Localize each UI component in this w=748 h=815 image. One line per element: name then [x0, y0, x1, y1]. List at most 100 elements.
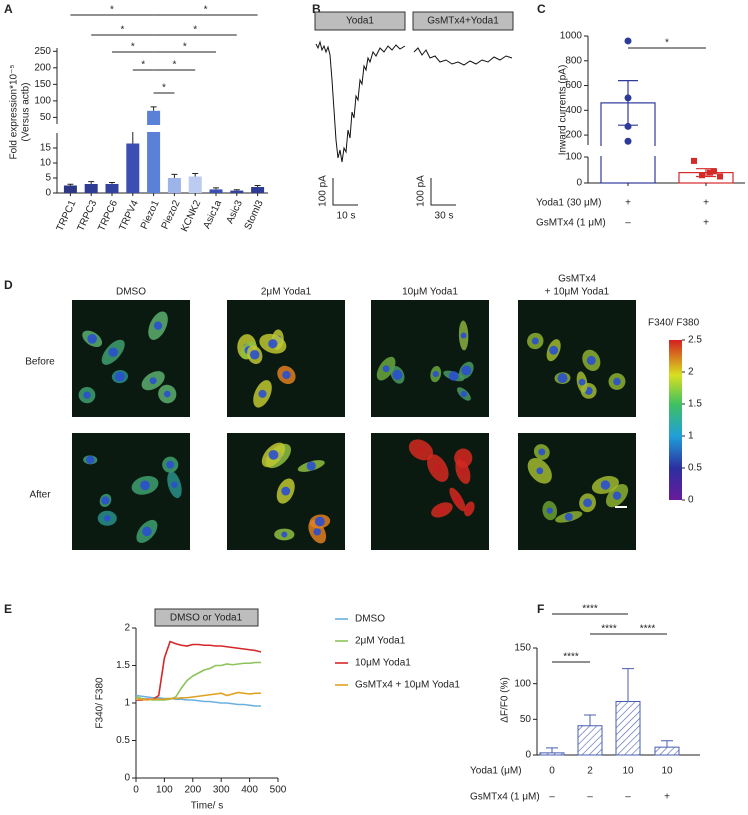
colorbar-tick-label: 0	[688, 495, 694, 506]
error-bar	[622, 668, 634, 702]
nucleus	[314, 516, 325, 527]
colorbar	[669, 340, 682, 500]
panel-letter: E	[4, 602, 12, 616]
y-tick-label: 400	[565, 105, 582, 116]
x-tick-label: 100	[156, 785, 173, 796]
panel-letter: B	[312, 2, 321, 16]
significance-label: *	[141, 60, 145, 71]
row-label: Yoda1 (30 μM)	[536, 198, 601, 209]
nucleus	[583, 498, 592, 508]
nucleus	[586, 355, 596, 365]
x-tick-label: TRPV4	[117, 198, 141, 232]
scale-label: 10 s	[337, 211, 356, 222]
y-axis-label: F340/ F380	[95, 677, 106, 729]
bar	[84, 184, 98, 193]
colorbar-tick-label: 2	[688, 367, 694, 378]
category-label: +	[625, 198, 631, 209]
y-tick-label: 250	[34, 46, 51, 57]
error-bar	[584, 714, 596, 726]
significance-label: *	[120, 25, 124, 36]
category-label: –	[549, 792, 555, 803]
data-point	[707, 169, 713, 176]
nucleus	[115, 371, 125, 382]
scale-label: 30 s	[435, 211, 454, 222]
data-point	[691, 157, 697, 164]
y-tick-label: 150	[34, 79, 51, 90]
bar	[251, 187, 265, 193]
error-bar	[213, 187, 219, 190]
y-tick-label: 1.5	[116, 660, 130, 671]
nucleus	[460, 332, 467, 339]
error-bar	[254, 185, 261, 187]
data-line	[135, 661, 261, 701]
nucleus	[153, 321, 163, 330]
colorbar-title: F340/ F380	[648, 318, 700, 329]
error-bar	[150, 106, 157, 111]
bar	[615, 701, 641, 756]
annotation-box	[154, 608, 259, 627]
y-tick-label: 0	[525, 750, 531, 761]
x-tick-label: 200	[184, 785, 201, 796]
data-point	[624, 122, 632, 130]
y-tick-label: 200	[565, 130, 582, 141]
category-label: 2	[587, 766, 593, 777]
current-trace	[413, 47, 513, 66]
error-bar	[233, 189, 240, 191]
y-tick-label: 0.5	[116, 735, 130, 746]
nucleus	[557, 373, 568, 384]
y-tick-label: 2	[124, 623, 130, 634]
nucleus	[281, 531, 288, 538]
data-point	[699, 172, 705, 179]
column-title: + 10μM Yoda1	[545, 287, 610, 298]
significance-label: ****	[582, 604, 598, 615]
current-trace	[315, 40, 406, 163]
panel-letter: C	[537, 2, 546, 16]
error-bar	[67, 183, 74, 186]
bar	[188, 176, 202, 193]
x-tick-label: 500	[270, 785, 287, 796]
nucleus	[600, 480, 611, 490]
legend-label: DMSO	[355, 614, 385, 625]
x-tick-label: Piezo2	[160, 198, 183, 231]
y-axis-label: Fold expression*10⁻⁵	[9, 64, 20, 159]
nucleus	[104, 515, 111, 522]
significance-label: *	[131, 42, 135, 53]
nucleus	[87, 333, 97, 344]
bar	[167, 178, 181, 193]
bar	[63, 185, 77, 193]
error-bar	[192, 173, 199, 177]
significance-label: *	[204, 5, 208, 16]
nucleus	[281, 486, 291, 496]
x-tick-label: 400	[241, 785, 258, 796]
significance-label: *	[665, 38, 669, 49]
scale-bar	[332, 178, 358, 206]
nucleus	[459, 468, 467, 475]
colorbar-tick-label: 0.5	[688, 463, 702, 474]
significance-label: ****	[640, 624, 656, 635]
significance-label: *	[110, 5, 114, 16]
legend-label: GsMTx4 + 10μM Yoda1	[355, 680, 460, 691]
data-point	[624, 94, 632, 102]
nucleus	[613, 377, 621, 386]
nucleus	[83, 391, 91, 399]
nucleus	[86, 455, 95, 465]
bar	[539, 752, 565, 756]
bar	[209, 189, 223, 193]
nucleus	[612, 491, 622, 500]
nucleus	[382, 365, 390, 373]
nucleus	[531, 337, 539, 345]
significance-label: *	[162, 83, 166, 94]
y-tick-label: 200	[34, 62, 51, 73]
x-tick-label: Asic1a	[201, 198, 224, 230]
error-bar	[88, 181, 95, 184]
column-title: 2μM Yoda1	[261, 287, 312, 298]
category-label: +	[703, 218, 709, 229]
data-point	[624, 37, 632, 45]
nucleus	[453, 495, 462, 504]
bar	[654, 746, 680, 756]
nucleus	[549, 345, 559, 355]
bar	[147, 110, 161, 193]
y-tick-label: 0	[576, 178, 582, 189]
y-tick-label: 0	[45, 188, 51, 199]
